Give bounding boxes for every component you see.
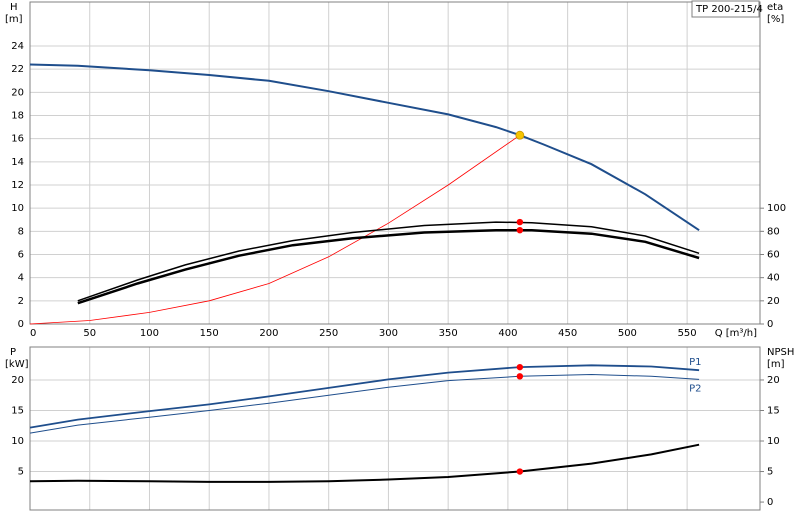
y2-axis-unit: [%] [767,14,784,25]
y-axis-unit: [kW] [5,359,29,370]
plot-frame [29,346,761,511]
y2-axis-unit: [m] [767,359,785,370]
curve [29,63,700,232]
duty-point [516,226,524,234]
plot-area [30,347,760,510]
y2-tick-label: 80 [767,226,780,237]
y-tick-label: 4 [18,273,24,284]
y-tick-label: 20 [11,87,24,98]
x-tick-label: 450 [558,328,577,339]
x-tick-label: 300 [379,328,398,339]
y2-tick-label: 5 [767,467,773,478]
curve [77,221,700,302]
x-tick-label: 350 [439,328,458,339]
y-tick-label: 18 [11,111,24,122]
y2-tick-label: 20 [767,296,780,307]
y2-tick-label: 100 [767,203,786,214]
y-tick-label: 6 [18,250,24,261]
y-tick-label: 12 [11,180,24,191]
x-tick-label: 50 [83,328,96,339]
y2-tick-label: 20 [767,375,780,386]
x-tick-label: 500 [618,328,637,339]
y-tick-label: 16 [11,134,24,145]
y2-tick-label: 40 [767,273,780,284]
x-tick-label: 250 [319,328,338,339]
label-box-text: TP 200-215/4 [695,4,763,15]
x-tick-label: 0 [30,328,36,339]
y-axis-title: P [10,347,16,358]
duty-point [516,363,524,371]
curve [29,373,700,434]
plot-area [30,2,760,324]
y-tick-label: 8 [18,226,24,237]
y2-tick-label: 15 [767,405,780,416]
y-tick-label: 22 [11,64,24,75]
y-tick-label: 10 [11,436,24,447]
curve [29,364,700,429]
x-tick-label: 550 [678,328,697,339]
y2-tick-label: 0 [767,497,773,508]
y-tick-label: 0 [18,319,24,330]
duty-point [516,373,524,380]
y2-tick-label: 0 [767,319,773,330]
curve [29,134,521,325]
y-tick-label: 20 [11,375,24,386]
y2-tick-label: 10 [767,436,780,447]
duty-point [516,218,524,226]
curve [77,228,700,305]
x-tick-label: 150 [200,328,219,339]
x-tick-label: 200 [259,328,278,339]
duty-point [515,130,525,140]
y2-axis-title: NPSH [767,347,794,358]
y-axis-title: H [10,2,18,13]
curve [29,443,700,483]
y-tick-label: 5 [18,467,24,478]
y-axis-unit: [m] [5,14,23,25]
label-box [691,0,760,18]
y-tick-label: 24 [11,41,24,52]
plot-frame [29,1,761,325]
x-tick-label: 100 [140,328,159,339]
x-tick-label: 400 [498,328,517,339]
y-tick-label: 15 [11,405,24,416]
y2-tick-label: 60 [767,250,780,261]
series-label: P1 [689,357,701,368]
duty-point [516,468,524,475]
x-axis-title: Q [m³/h] [715,328,757,339]
y-tick-label: 2 [18,296,24,307]
y-tick-label: 14 [11,157,24,168]
y2-axis-title: eta [767,2,783,13]
series-label: P2 [689,383,701,394]
y-tick-label: 10 [11,203,24,214]
